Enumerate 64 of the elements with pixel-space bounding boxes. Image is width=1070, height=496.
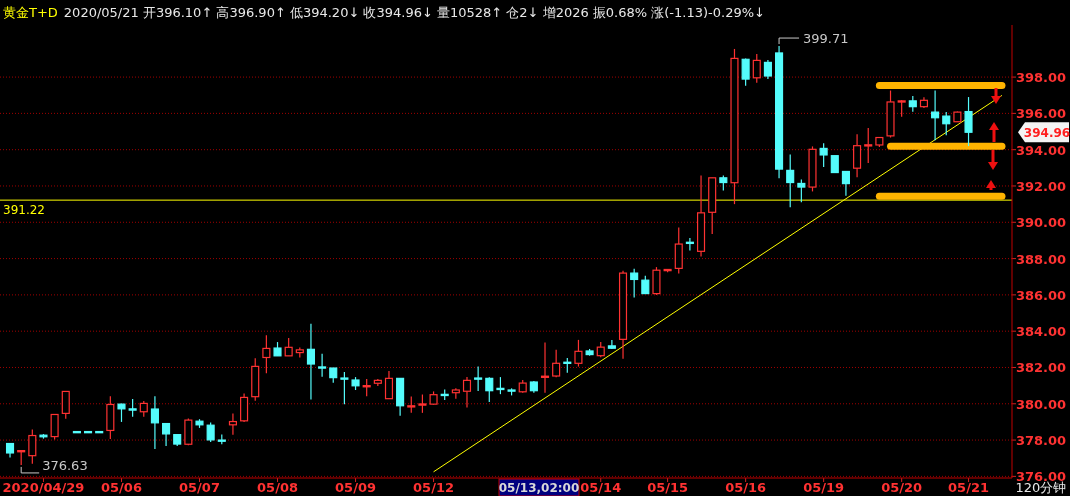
y-tick-label: 392.00 bbox=[1015, 178, 1067, 194]
candlestick bbox=[50, 413, 59, 441]
candlestick bbox=[763, 59, 772, 80]
y-tick-label: 398.00 bbox=[1015, 70, 1067, 86]
chart-subtitle: 2020/05/21 开396.10↑ 高396.90↑ 低394.20↓ 收394.96↓ 量10528↑ 仓2↓ 增2026 振0.68% 涨(-1.13)-0.29%↓ bbox=[63, 5, 765, 20]
x-tick-label: 05/08 bbox=[257, 480, 298, 495]
candlestick bbox=[306, 323, 316, 401]
candlestick bbox=[462, 376, 472, 409]
candlestick bbox=[150, 395, 159, 450]
candlestick bbox=[418, 393, 427, 414]
candlestick bbox=[61, 390, 70, 420]
x-tick-label: 05/06 bbox=[101, 480, 142, 495]
candlestick bbox=[797, 178, 806, 203]
candlestick bbox=[162, 422, 171, 447]
x-tick-label: 05/12 bbox=[413, 480, 455, 495]
x-tick-label: 05/15 bbox=[647, 480, 689, 495]
annotation: 376.63 bbox=[42, 457, 88, 473]
candlestick bbox=[340, 371, 349, 405]
y-tick-label: 382.00 bbox=[1015, 360, 1067, 376]
candlestick bbox=[607, 339, 616, 350]
x-tick-label: 05/07 bbox=[179, 480, 220, 495]
x-tick-label: 05/16 bbox=[725, 480, 767, 495]
candlestick bbox=[630, 268, 639, 299]
y-tick-label: 378.00 bbox=[1015, 433, 1067, 449]
candlestick bbox=[206, 421, 215, 443]
candlestick bbox=[752, 53, 761, 84]
x-tick-label: 05/09 bbox=[335, 480, 377, 495]
candlestick bbox=[574, 339, 583, 368]
y-tick-label: 384.00 bbox=[1015, 324, 1067, 340]
candlestick bbox=[864, 127, 873, 164]
candlestick bbox=[474, 365, 483, 392]
candlestick bbox=[786, 153, 795, 208]
candlestick bbox=[117, 402, 126, 423]
candlestick bbox=[652, 266, 661, 296]
candlestick bbox=[942, 111, 951, 136]
y-tick-label: 394.00 bbox=[1015, 142, 1067, 158]
candlestick bbox=[228, 412, 237, 436]
candlestick bbox=[262, 334, 271, 374]
ref-line-label: 391.22 bbox=[3, 203, 45, 218]
x-tick-label: 05/19 bbox=[803, 480, 845, 495]
candlestick bbox=[964, 96, 973, 147]
candlestick bbox=[552, 349, 561, 378]
y-tick-label: 380.00 bbox=[1015, 396, 1067, 412]
candlestick bbox=[28, 428, 37, 465]
y-tick-label: 388.00 bbox=[1015, 251, 1067, 267]
candlestick bbox=[841, 170, 850, 197]
x-tick-label: 05/14 bbox=[580, 480, 622, 495]
text: 05/13,02:00 bbox=[498, 481, 580, 495]
x-tick-label: 05/21 bbox=[948, 480, 989, 495]
y-tick-label: 386.00 bbox=[1015, 287, 1067, 303]
candlestick bbox=[819, 142, 828, 168]
candlestick bbox=[384, 370, 394, 400]
candlestick bbox=[931, 89, 940, 141]
candlestick bbox=[485, 376, 494, 403]
x-tick-label: 2020/04/29 bbox=[2, 480, 85, 495]
chart-title: 黄金T+D bbox=[3, 5, 58, 20]
annotation: 399.71 bbox=[803, 31, 849, 47]
candlestick bbox=[318, 353, 327, 378]
x-tick-label: 05/20 bbox=[881, 480, 923, 495]
candlestick bbox=[853, 133, 862, 178]
y-tick-label: 396.00 bbox=[1015, 106, 1067, 122]
candlestick bbox=[741, 57, 750, 87]
candlestick bbox=[240, 392, 249, 423]
y-tick-label: 390.00 bbox=[1015, 215, 1067, 231]
